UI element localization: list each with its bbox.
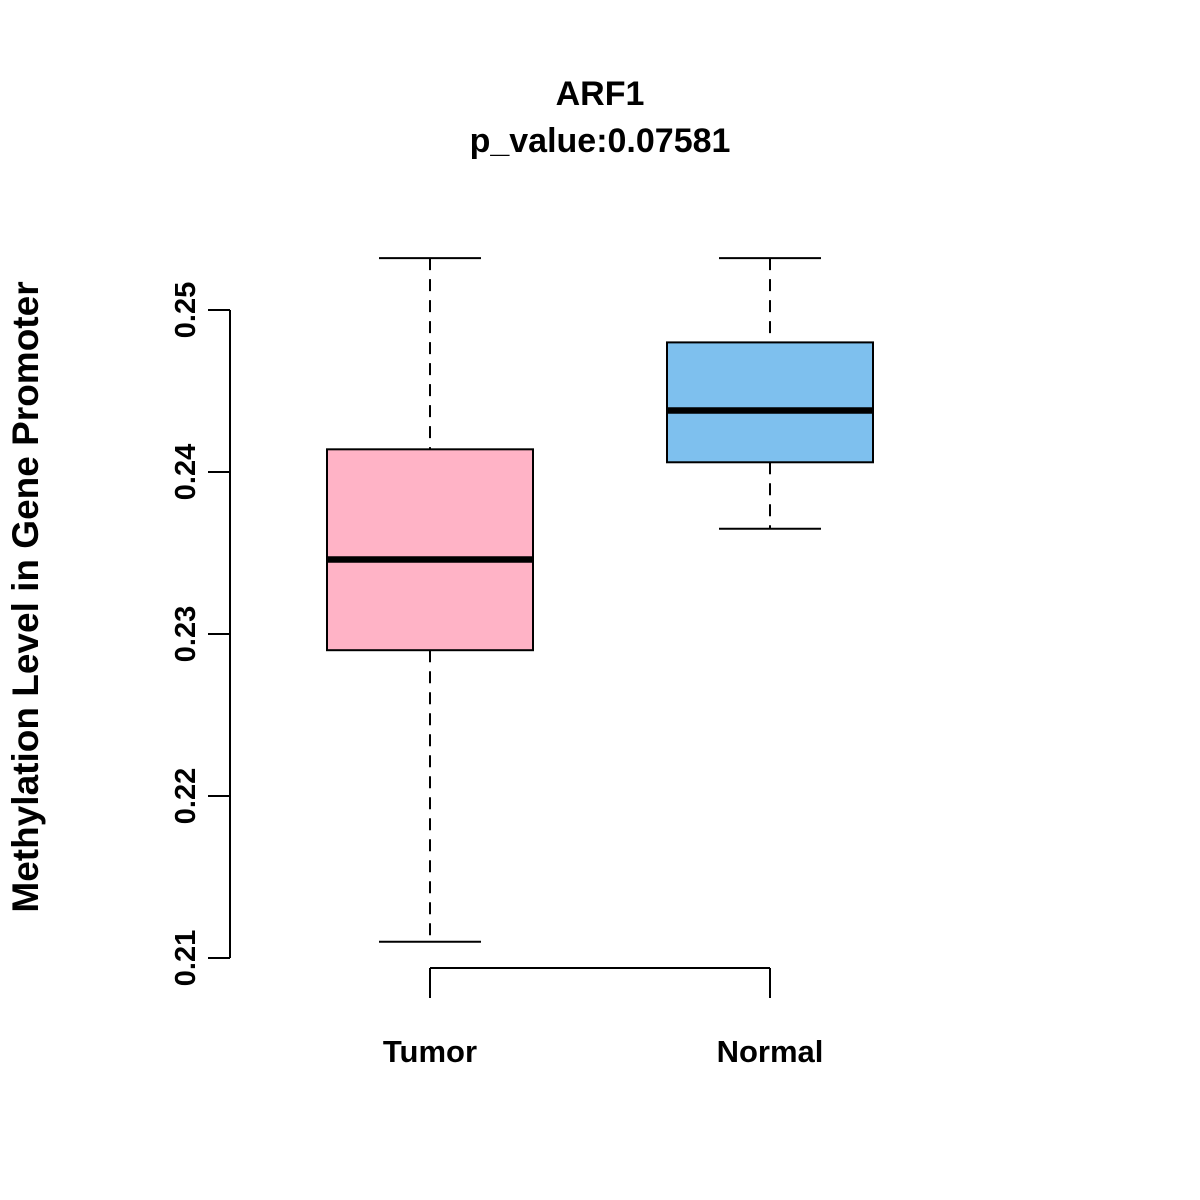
- category-label-tumor: Tumor: [383, 1034, 477, 1069]
- y-tick-label: 0.25: [170, 282, 202, 338]
- chart-title: ARF1: [556, 75, 645, 113]
- y-tick-label: 0.22: [170, 768, 202, 824]
- y-tick-label: 0.23: [170, 606, 202, 662]
- normal-box: [666, 341, 874, 464]
- category-label-normal: Normal: [717, 1034, 824, 1069]
- y-tick-label: 0.21: [170, 930, 202, 986]
- y-axis-title: Methylation Level in Gene Promoter: [5, 281, 46, 912]
- plot-area: 0.21 0.22 0.23 0.24 0.25 Tumor Normal: [170, 257, 874, 1069]
- chart-subtitle: p_value:0.07581: [470, 122, 731, 160]
- y-tick-label: 0.24: [170, 444, 202, 500]
- tumor-box: [326, 448, 534, 652]
